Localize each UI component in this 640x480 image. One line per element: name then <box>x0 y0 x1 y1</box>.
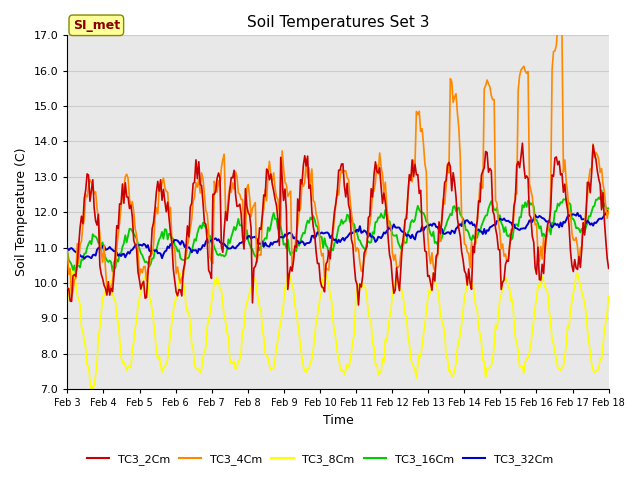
TC3_8Cm <box>604 310 611 316</box>
TC3_8Cm <box>83 362 91 368</box>
TC3_32Cm <box>81 256 88 262</box>
TC3_16Cm <box>604 206 611 212</box>
TC3_8Cm <box>69 265 77 271</box>
TC3_4Cm <box>604 215 611 221</box>
TC3_4Cm <box>451 94 458 99</box>
TC3_4Cm <box>605 207 612 213</box>
X-axis label: Time: Time <box>323 414 353 427</box>
Legend: TC3_2Cm, TC3_4Cm, TC3_8Cm, TC3_16Cm, TC3_32Cm: TC3_2Cm, TC3_4Cm, TC3_8Cm, TC3_16Cm, TC3… <box>83 450 557 469</box>
TC3_32Cm <box>451 230 458 236</box>
TC3_32Cm <box>605 209 612 215</box>
TC3_4Cm <box>343 175 351 180</box>
TC3_32Cm <box>63 246 71 252</box>
TC3_8Cm <box>605 293 612 299</box>
TC3_2Cm <box>82 187 90 193</box>
TC3_2Cm <box>63 285 71 291</box>
Line: TC3_8Cm: TC3_8Cm <box>67 268 609 394</box>
TC3_32Cm <box>100 243 108 249</box>
TC3_2Cm <box>532 271 540 277</box>
TC3_2Cm <box>518 140 526 146</box>
Y-axis label: Soil Temperature (C): Soil Temperature (C) <box>15 148 28 276</box>
Line: TC3_16Cm: TC3_16Cm <box>67 190 609 273</box>
Line: TC3_4Cm: TC3_4Cm <box>67 25 609 296</box>
Line: TC3_32Cm: TC3_32Cm <box>67 211 609 259</box>
TC3_8Cm <box>102 288 109 294</box>
TC3_4Cm <box>531 222 539 228</box>
TC3_2Cm <box>99 276 106 282</box>
TC3_2Cm <box>342 194 349 200</box>
Line: TC3_2Cm: TC3_2Cm <box>67 143 609 305</box>
TC3_32Cm <box>604 208 611 214</box>
TC3_4Cm <box>554 23 561 28</box>
TC3_16Cm <box>531 216 539 222</box>
TC3_2Cm <box>605 265 612 271</box>
TC3_2Cm <box>451 180 458 185</box>
TC3_4Cm <box>68 293 76 299</box>
TC3_16Cm <box>598 187 605 193</box>
TC3_4Cm <box>63 248 71 253</box>
TC3_16Cm <box>343 212 351 217</box>
TC3_8Cm <box>532 295 540 301</box>
TC3_4Cm <box>83 194 91 200</box>
TC3_4Cm <box>100 242 108 248</box>
TC3_8Cm <box>345 365 353 371</box>
TC3_2Cm <box>355 302 362 308</box>
TC3_32Cm <box>83 253 91 259</box>
TC3_16Cm <box>100 251 108 256</box>
TC3_32Cm <box>531 212 539 218</box>
TC3_8Cm <box>88 391 95 396</box>
Text: SI_met: SI_met <box>73 19 120 32</box>
TC3_32Cm <box>602 211 610 216</box>
TC3_8Cm <box>63 299 71 304</box>
TC3_16Cm <box>83 245 91 251</box>
TC3_8Cm <box>452 360 460 366</box>
TC3_16Cm <box>605 205 612 211</box>
TC3_16Cm <box>63 249 71 255</box>
TC3_32Cm <box>343 234 351 240</box>
TC3_16Cm <box>451 203 458 209</box>
TC3_16Cm <box>72 270 79 276</box>
Title: Soil Temperatures Set 3: Soil Temperatures Set 3 <box>247 15 429 30</box>
TC3_2Cm <box>604 255 611 261</box>
